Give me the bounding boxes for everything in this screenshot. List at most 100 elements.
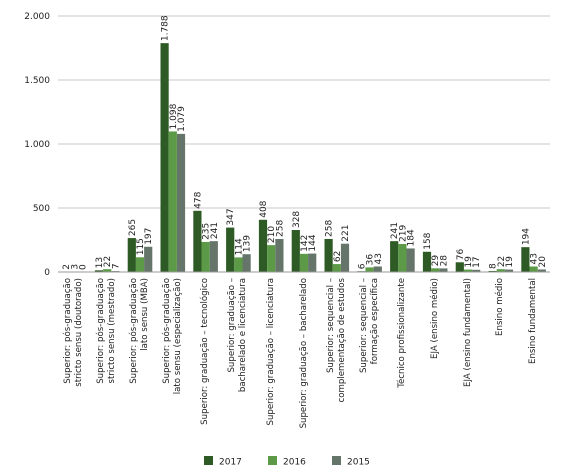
bar [504,269,514,272]
bar [103,269,112,272]
bar [472,269,481,272]
value-label: 2 [62,264,72,270]
value-label: 3 [70,264,80,270]
value-label: 219 [398,225,408,242]
bar [209,241,218,272]
bar [176,133,186,272]
bar [234,257,243,272]
value-label: 265 [128,219,138,236]
bar [463,269,473,272]
x-tick-label: Técnico profissionalizante [396,278,407,388]
value-label: 258 [325,220,335,237]
value-label: 28 [439,255,449,267]
x-tick-label: Superior: graduação – licenciatura [265,278,276,426]
bar [299,253,309,272]
value-label: 142 [300,235,310,252]
value-label: 1.788 [161,15,171,41]
bar [193,210,202,272]
bar [455,262,464,272]
bar [226,227,235,272]
value-label: 408 [259,200,269,217]
bar [496,269,505,272]
bar [365,267,374,272]
bar [390,241,399,272]
bar [308,253,317,272]
legend-label: 2017 [219,458,242,468]
value-label: 158 [423,232,433,249]
bar [160,43,169,272]
x-tick-label: Superior: graduação – bacharelado [298,278,309,429]
value-label: 184 [407,229,417,246]
value-label: 22 [497,256,507,267]
value-label: 76 [456,249,466,261]
x-tick-label: Ensino fundamental [528,278,539,364]
x-tick-label: Superior: pós-graduação stricto sensu (m… [96,278,118,384]
x-tick-label: Superior: pós-graduação lato sensu (espe… [161,278,183,395]
value-label: 241 [390,222,400,239]
value-label: 13 [95,257,105,268]
value-label: 19 [464,256,474,268]
value-label: 6 [357,263,367,269]
bar [439,268,448,272]
x-tick-label: Superior: graduação – tecnológico [200,278,211,425]
bar [373,266,382,272]
bar [242,254,251,272]
value-label: 43 [530,253,540,264]
value-label: 36 [366,254,376,266]
bar [258,219,268,272]
value-label: 22 [103,256,113,267]
x-tick-label: Superior: pós-graduação stricto sensu (d… [63,278,85,387]
value-label: 1.079 [177,106,187,132]
value-label: 144 [308,234,318,251]
value-label: 235 [202,223,212,240]
y-tick-label: 2.000 [24,12,50,22]
value-label: 114 [234,238,244,255]
value-label: 20 [538,256,548,268]
bar [267,245,276,272]
bar [144,246,153,272]
x-tick-label: EJA (ensino fundamental) [462,278,473,387]
x-tick-label: Ensino médio [495,278,506,336]
x-tick-label: EJA (ensino médio) [429,278,440,359]
value-label: 19 [505,256,515,268]
bar [422,251,432,272]
x-tick-label: Superior: graduação – bacharelado e lice… [227,278,249,393]
bar [340,243,350,272]
bar [521,247,530,272]
value-label: 221 [341,225,351,242]
bar [529,266,538,272]
y-tick-label: 0 [44,268,50,278]
value-label: 8 [489,263,499,269]
bar [324,238,333,272]
legend-swatch [204,456,213,465]
value-label: 17 [472,256,482,267]
bar [94,270,104,272]
legend-label: 2015 [347,458,370,468]
bar [135,257,145,272]
y-tick-label: 1.000 [24,140,50,150]
value-label: 258 [275,220,285,237]
y-tick-label: 500 [33,204,50,214]
value-label: 241 [210,222,220,239]
value-label: 0 [79,264,89,270]
bar [398,243,407,272]
bar [537,269,546,272]
x-tick-label: Superior: sequencial – formação específi… [358,278,380,374]
legend-swatch [268,456,277,465]
y-tick-label: 1.500 [24,76,50,86]
bar [201,241,210,272]
x-tick-label: Superior: pós-graduação lato sensu (MBA) [129,278,150,384]
value-label: 328 [292,211,302,228]
x-tick-label: Superior: sequencial – complementação de… [325,278,347,403]
legend-label: 2016 [283,458,306,468]
bar [488,270,497,272]
value-label: 210 [267,226,277,243]
value-label: 43 [374,253,384,264]
value-label: 1.098 [169,103,179,129]
bar [127,238,136,272]
value-label: 478 [193,191,203,208]
value-label: 347 [226,208,236,225]
bar [332,264,341,272]
